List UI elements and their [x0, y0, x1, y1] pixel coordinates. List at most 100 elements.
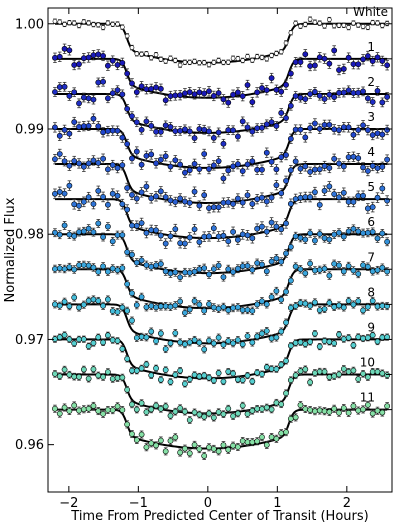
data-point [129, 401, 135, 408]
data-point [85, 54, 92, 61]
data-point [167, 437, 174, 444]
data-point [143, 444, 150, 451]
data-point [235, 56, 241, 61]
data-point [114, 267, 121, 274]
data-point [360, 406, 366, 413]
data-point [297, 266, 304, 273]
data-point [273, 86, 280, 93]
data-point [133, 148, 140, 155]
data-point [196, 239, 203, 245]
data-point [105, 223, 111, 230]
data-point [336, 160, 342, 167]
data-point [148, 328, 155, 335]
data-point [153, 160, 159, 167]
data-point [331, 191, 338, 198]
data-point [52, 405, 58, 412]
data-point [249, 128, 256, 135]
data-point [239, 438, 246, 444]
data-point [369, 99, 376, 105]
data-point [133, 334, 140, 341]
data-point [360, 192, 366, 199]
data-point [273, 366, 280, 373]
data-point [85, 225, 92, 232]
data-point [201, 453, 208, 459]
data-point [234, 265, 241, 272]
data-point [263, 198, 270, 205]
data-point [369, 410, 376, 417]
series-white: White [52, 5, 392, 68]
data-point [61, 45, 68, 52]
data-point [340, 233, 347, 240]
data-point [133, 437, 140, 443]
data-point [350, 90, 357, 96]
x-axis-title: Time From Predicted Center of Transit (H… [70, 509, 368, 524]
data-point [216, 58, 221, 63]
y-axis-ticks: 0.96 0.97 0.98 0.99 1.00 [15, 17, 54, 453]
series-8: 8 [52, 285, 392, 354]
data-point [287, 167, 294, 174]
data-point [259, 223, 265, 230]
data-point [379, 334, 386, 341]
data-point [268, 158, 275, 165]
data-point [297, 59, 304, 65]
data-point [384, 62, 391, 69]
data-point [168, 55, 173, 61]
data-point [321, 368, 328, 375]
data-point [201, 151, 208, 157]
data-point [326, 121, 333, 128]
data-point [210, 204, 217, 211]
data-point [148, 406, 155, 413]
data-point [225, 238, 232, 245]
data-point [157, 232, 164, 239]
data-point [312, 19, 318, 25]
data-point [210, 225, 217, 232]
data-point [365, 25, 371, 30]
data-point [172, 128, 179, 135]
data-point [71, 340, 78, 347]
data-point [114, 337, 121, 344]
data-point [364, 127, 371, 134]
data-point [100, 410, 106, 417]
data-point [133, 119, 140, 126]
data-point [225, 446, 232, 453]
data-point [326, 374, 333, 381]
data-point [283, 288, 289, 295]
data-point [278, 401, 285, 408]
data-point [268, 294, 275, 300]
data-point [143, 152, 150, 159]
data-point [287, 70, 294, 77]
data-point [244, 333, 251, 340]
data-point [95, 188, 102, 194]
data-point [56, 84, 63, 90]
data-point [56, 132, 63, 139]
data-point [254, 125, 261, 132]
data-point [215, 233, 222, 240]
data-point [133, 89, 140, 96]
data-point [307, 407, 314, 413]
data-point [239, 168, 246, 174]
data-point [109, 407, 116, 414]
data-point [249, 378, 256, 385]
data-point [374, 54, 381, 61]
data-point [336, 127, 342, 134]
data-point [100, 155, 106, 162]
data-point [167, 340, 174, 347]
data-point [153, 402, 159, 409]
data-point [345, 198, 352, 205]
data-point [364, 95, 371, 102]
data-point [297, 234, 304, 241]
data-point [350, 131, 357, 138]
data-point [297, 402, 304, 409]
data-point [307, 16, 313, 22]
data-point [61, 298, 68, 305]
data-point [71, 233, 78, 239]
data-point [206, 301, 212, 308]
data-point [297, 126, 304, 133]
data-point [268, 406, 275, 413]
data-point [172, 408, 179, 415]
data-point [215, 158, 222, 165]
data-point [321, 265, 328, 272]
data-point [268, 258, 275, 265]
data-point [350, 301, 357, 308]
data-point [312, 408, 318, 415]
